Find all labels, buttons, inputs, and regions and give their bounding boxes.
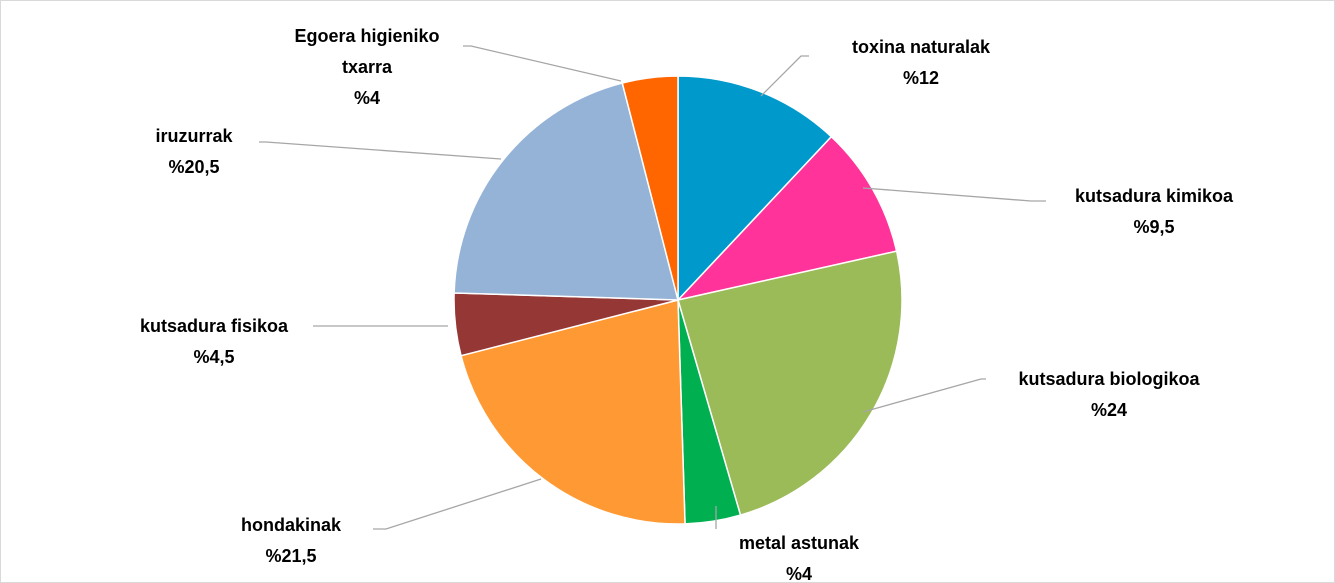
pie-slice-hondakinak bbox=[460, 299, 686, 525]
pie-slice-iruzurrak bbox=[453, 82, 679, 301]
leader-line-kutsadura-kimikoa bbox=[862, 187, 1046, 202]
data-label-hondakinak: hondakinak %21,5 bbox=[241, 515, 342, 566]
data-label-line: %4,5 bbox=[193, 347, 234, 367]
data-label-line: %21,5 bbox=[265, 546, 316, 566]
data-label-kutsadura-biologikoa: kutsadura biologikoa %24 bbox=[1018, 369, 1200, 420]
data-label-line: Egoera higieniko bbox=[294, 26, 439, 46]
data-label-line: hondakinak bbox=[241, 515, 342, 535]
data-label-line: %9,5 bbox=[1133, 217, 1174, 237]
data-label-line: %20,5 bbox=[168, 157, 219, 177]
data-label-line: %24 bbox=[1091, 400, 1127, 420]
data-label-line: txarra bbox=[342, 57, 393, 77]
leader-line-egoera-higieniko-txarra bbox=[463, 45, 622, 82]
pie-slice-kutsadura-biologikoa bbox=[677, 250, 903, 517]
data-label-line: toxina naturalak bbox=[852, 37, 991, 57]
data-label-line: iruzurrak bbox=[155, 126, 233, 146]
data-label-toxina-naturalak: toxina naturalak %12 bbox=[852, 37, 991, 88]
data-label-iruzurrak: iruzurrak %20,5 bbox=[155, 126, 233, 177]
leader-line-hondakinak bbox=[373, 478, 542, 530]
data-label-line: kutsadura kimikoa bbox=[1075, 186, 1234, 206]
data-label-kutsadura-fisikoa: kutsadura fisikoa %4,5 bbox=[140, 316, 289, 367]
data-label-line: kutsadura biologikoa bbox=[1018, 369, 1200, 389]
data-label-line: kutsadura fisikoa bbox=[140, 316, 289, 336]
pie-slice-toxina-naturalak bbox=[677, 75, 833, 302]
data-label-kutsadura-kimikoa: kutsadura kimikoa %9,5 bbox=[1075, 186, 1234, 237]
data-label-line: %4 bbox=[354, 88, 380, 108]
leader-line-toxina-naturalak bbox=[760, 55, 809, 97]
data-label-metal-astunak: metal astunak %4 bbox=[739, 533, 860, 582]
leader-line-kutsadura-biologikoa bbox=[862, 378, 986, 413]
data-label-line: %12 bbox=[903, 68, 939, 88]
data-label-egoera-higieniko-txarra: Egoera higieniko txarra %4 bbox=[294, 26, 439, 108]
leader-lines-layer bbox=[259, 45, 1046, 530]
labels-layer: toxina naturalak %12 kutsadura kimikoa %9,5… bbox=[140, 26, 1234, 582]
slices-layer bbox=[453, 75, 903, 525]
leader-line-iruzurrak bbox=[259, 141, 502, 160]
pie-slice-egoera-higieniko-txarra bbox=[621, 75, 679, 301]
data-label-line: metal astunak bbox=[739, 533, 860, 553]
data-label-line: %4 bbox=[786, 564, 812, 582]
